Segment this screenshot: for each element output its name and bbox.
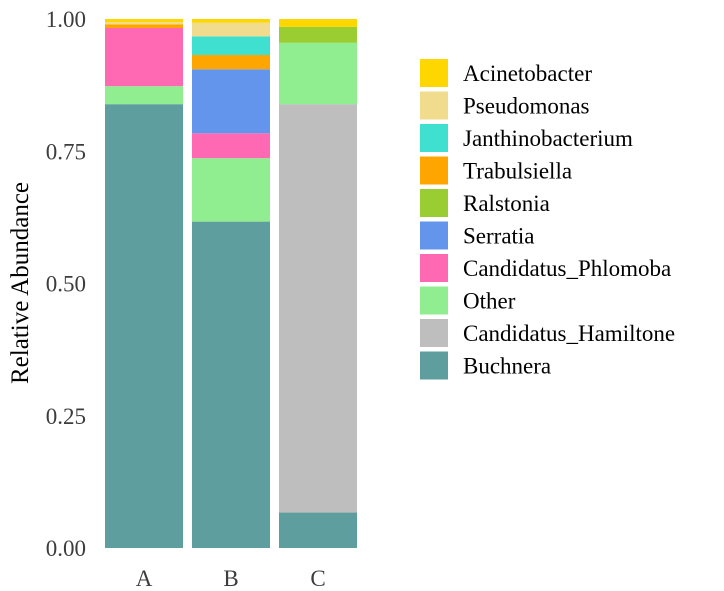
bar-segment-ralstonia bbox=[279, 26, 357, 43]
legend-label: Candidatus_Hamiltone bbox=[463, 321, 675, 346]
bar-stack-b bbox=[192, 19, 270, 548]
y-tick-label: 0.50 bbox=[46, 272, 86, 297]
legend-item: Buchnera bbox=[420, 351, 551, 380]
legend-label: Ralstonia bbox=[463, 191, 550, 216]
legend-item: Candidatus_Phlomoba bbox=[420, 254, 671, 282]
legend-swatch bbox=[420, 124, 448, 152]
legend-item: Janthinobacterium bbox=[420, 124, 633, 152]
bar-segment-candidatus-phlomoba bbox=[105, 27, 183, 87]
legend-swatch bbox=[420, 351, 448, 380]
legend-swatch bbox=[420, 254, 448, 282]
bar-segment-other bbox=[105, 86, 183, 105]
legend-swatch bbox=[420, 91, 448, 120]
bar-stack-c bbox=[279, 19, 357, 548]
bar-segment-candidatus-phlomoba bbox=[192, 133, 270, 159]
bar-segment-pseudomonas bbox=[105, 22, 183, 25]
bar-segment-buchnera bbox=[279, 512, 357, 548]
bar-segment-pseudomonas bbox=[192, 22, 270, 37]
legend-swatch bbox=[420, 189, 448, 217]
legend-swatch bbox=[420, 156, 448, 185]
x-tick-label: B bbox=[223, 566, 238, 591]
legend-label: Other bbox=[463, 289, 516, 314]
legend-item: Ralstonia bbox=[420, 189, 550, 217]
legend-swatch bbox=[420, 221, 448, 250]
legend-item: Other bbox=[420, 286, 516, 315]
legend-item: Candidatus_Hamiltone bbox=[420, 319, 675, 347]
bar-segment-candidatus-hamiltone bbox=[279, 104, 357, 513]
legend-item: Acinetobacter bbox=[420, 59, 592, 87]
bar-segment-trabulsiella bbox=[192, 54, 270, 70]
legend-item: Pseudomonas bbox=[420, 91, 590, 120]
legend-swatch bbox=[420, 319, 448, 347]
bar-segment-acinetobacter bbox=[192, 19, 270, 23]
legend-swatch bbox=[420, 59, 448, 87]
y-tick-label: 0.00 bbox=[46, 536, 86, 561]
legend-label: Acinetobacter bbox=[463, 61, 592, 86]
legend-label: Buchnera bbox=[463, 354, 551, 379]
legend-label: Pseudomonas bbox=[463, 94, 590, 119]
legend: Acinetobacter Pseudomonas Janthinobacteriu… bbox=[420, 59, 675, 380]
legend-swatch bbox=[420, 286, 448, 315]
y-axis-title: Relative Abundance bbox=[7, 182, 34, 384]
y-axis: 0.00 0.25 0.50 0.75 1.00 bbox=[46, 7, 86, 561]
bar-segment-buchnera bbox=[192, 221, 270, 548]
plot-area bbox=[105, 19, 357, 548]
bar-segment-buchnera bbox=[105, 104, 183, 548]
bar-stack-a bbox=[105, 19, 183, 548]
x-tick-label: C bbox=[310, 566, 325, 591]
x-axis: A B C bbox=[136, 566, 326, 591]
legend-label: Candidatus_Phlomoba bbox=[463, 256, 671, 281]
bar-segment-acinetobacter bbox=[279, 19, 357, 27]
bar-segment-other bbox=[279, 42, 357, 105]
legend-item: Serratia bbox=[420, 221, 535, 250]
bar-segment-other bbox=[192, 158, 270, 222]
legend-label: Serratia bbox=[463, 224, 535, 249]
x-tick-label: A bbox=[136, 566, 153, 591]
bar-segment-serratia bbox=[192, 69, 270, 134]
legend-label: Janthinobacterium bbox=[463, 126, 633, 151]
y-tick-label: 0.75 bbox=[46, 139, 86, 164]
y-tick-label: 0.25 bbox=[46, 404, 86, 429]
bar-segment-janthinobacterium bbox=[192, 36, 270, 55]
bar-segment-trabulsiella bbox=[105, 24, 183, 28]
y-tick-label: 1.00 bbox=[46, 7, 86, 32]
legend-label: Trabulsiella bbox=[463, 159, 572, 184]
legend-item: Trabulsiella bbox=[420, 156, 572, 185]
bar-segment-acinetobacter bbox=[105, 19, 183, 23]
